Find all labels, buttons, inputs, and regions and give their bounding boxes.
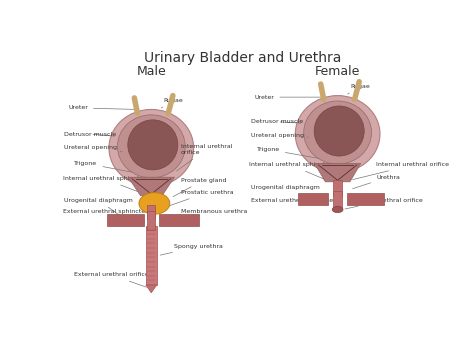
Ellipse shape [139, 193, 170, 214]
Bar [347, 193, 384, 205]
Text: Ureter: Ureter [255, 95, 321, 100]
Text: Detrusor muscle: Detrusor muscle [64, 132, 117, 137]
Text: Internal urethral sphincter: Internal urethral sphincter [63, 176, 146, 192]
Text: Trigone: Trigone [257, 147, 318, 158]
Bar [107, 214, 144, 226]
Bar [147, 211, 155, 229]
Text: Ureteral opening: Ureteral opening [64, 146, 122, 152]
Text: Rugae: Rugae [347, 84, 370, 94]
Text: Internal urethral orifice: Internal urethral orifice [353, 162, 449, 180]
Ellipse shape [109, 109, 194, 187]
Bar [333, 180, 342, 196]
Text: Urogenital diaphragm: Urogenital diaphragm [251, 186, 320, 197]
Text: Trigone: Trigone [74, 161, 132, 172]
Polygon shape [128, 177, 174, 196]
Text: Male: Male [137, 65, 166, 78]
Ellipse shape [295, 95, 380, 173]
Ellipse shape [314, 106, 364, 156]
Text: Detrusor muscle: Detrusor muscle [251, 119, 303, 124]
Ellipse shape [304, 101, 372, 164]
Bar [298, 193, 328, 205]
Ellipse shape [118, 115, 185, 178]
Text: Urogenital diaphragm: Urogenital diaphragm [64, 198, 133, 217]
Text: External urethral sphincter: External urethral sphincter [251, 198, 336, 205]
Text: Ureteral opening: Ureteral opening [251, 133, 309, 138]
Text: External urethral orifice: External urethral orifice [345, 198, 423, 209]
Text: Prostatic urethra: Prostatic urethra [165, 190, 233, 207]
Bar [147, 205, 155, 219]
Ellipse shape [128, 120, 178, 170]
Text: Urethra: Urethra [353, 175, 400, 189]
Text: Internal urethral sphincter: Internal urethral sphincter [249, 162, 332, 179]
Text: Internal urethral
orifice: Internal urethral orifice [177, 144, 232, 171]
Text: Membranous urethra: Membranous urethra [165, 209, 247, 220]
Polygon shape [315, 163, 361, 182]
Text: External urethral orifice: External urethral orifice [74, 272, 149, 287]
Polygon shape [146, 285, 157, 293]
Text: Female: Female [315, 65, 360, 78]
Bar [146, 226, 157, 285]
Ellipse shape [332, 206, 343, 213]
Text: Ureter: Ureter [68, 105, 135, 110]
Text: Rugae: Rugae [161, 98, 183, 108]
Text: Prostate gland: Prostate gland [173, 178, 226, 197]
Bar [333, 191, 342, 208]
Text: Spongy urethra: Spongy urethra [160, 244, 223, 255]
Text: External urethral sphincter: External urethral sphincter [63, 209, 147, 223]
Text: Urinary Bladder and Urethra: Urinary Bladder and Urethra [144, 51, 342, 65]
Bar [159, 214, 199, 226]
